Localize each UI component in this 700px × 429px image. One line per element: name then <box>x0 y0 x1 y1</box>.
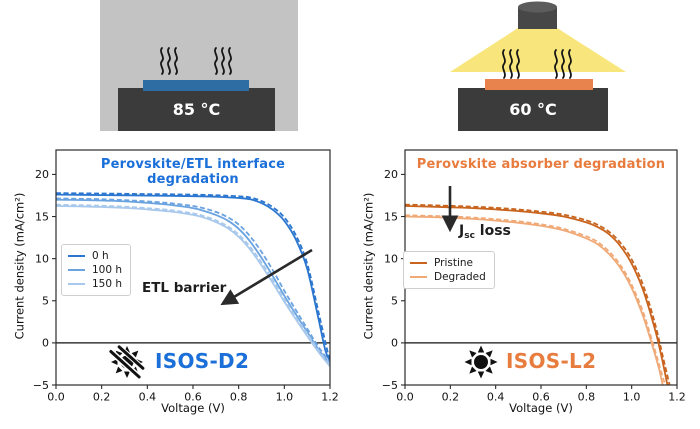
temperature-label-dark: 85 °C <box>172 100 221 119</box>
legend-line-swatch <box>410 262 427 264</box>
y-tick-label: 0 <box>42 337 49 350</box>
solar-cell-sample-orange <box>485 79 593 90</box>
jsc-symbol: J <box>459 223 465 239</box>
legend-item: 0 h <box>68 249 122 263</box>
legend-line-swatch <box>68 269 85 271</box>
legend-label: 100 h <box>92 264 123 276</box>
legend-label: 150 h <box>92 278 123 290</box>
heat-waves-icon <box>160 47 232 75</box>
isos-d2-badge: ISOS-D2 <box>155 349 250 373</box>
x-axis-label-right: Voltage (V) <box>509 401 573 415</box>
legend-item: Degraded <box>410 270 486 284</box>
crossed-sun-icon <box>108 344 146 380</box>
legend-label: 0 h <box>92 250 109 262</box>
y-tick-label: 20 <box>384 168 398 181</box>
y-tick-label: 10 <box>384 252 398 265</box>
y-axis-label-right: Current density (mA/cm²) <box>361 192 376 340</box>
legend-right: Pristine Degraded <box>403 251 495 289</box>
temperature-label-light: 60 °C <box>509 100 557 119</box>
solar-cell-sample-blue <box>143 80 249 91</box>
y-tick-label: −5 <box>382 379 398 392</box>
y-tick-label: 10 <box>35 252 49 265</box>
chart-title-left: Perovskite/ETL interface degradation <box>100 157 286 187</box>
legend-line-swatch <box>68 255 85 257</box>
y-tick-label: −5 <box>33 379 49 392</box>
y-tick-label: 15 <box>384 210 398 223</box>
y-tick-label: 15 <box>35 210 49 223</box>
legend-line-swatch <box>410 276 427 278</box>
y-tick-label: 5 <box>391 295 398 308</box>
etl-barrier-annotation: ETL barrier <box>142 280 227 296</box>
isos-l2-badge: ISOS-L2 <box>506 349 597 373</box>
y-axis-label-left: Current density (mA/cm²) <box>12 192 27 340</box>
legend-item: 100 h <box>68 263 122 277</box>
chart-title-right: Perovskite absorber degradation <box>416 157 666 172</box>
heat-waves-icon <box>502 49 572 79</box>
legend-label: Pristine <box>434 257 474 269</box>
x-axis-label-left: Voltage (V) <box>161 401 225 415</box>
light-cone <box>450 28 626 72</box>
y-tick-label: 20 <box>35 168 49 181</box>
jsc-rest: loss <box>474 223 511 239</box>
jsc-subscript: sc <box>464 231 475 241</box>
jsc-loss-annotation: Jsc loss <box>459 223 511 241</box>
y-tick-label: 5 <box>42 295 49 308</box>
legend-left: 0 h 100 h 150 h <box>61 244 132 296</box>
y-tick-label: 0 <box>391 337 398 350</box>
legend-item: 150 h <box>68 277 122 291</box>
legend-line-swatch <box>68 283 85 285</box>
legend-label: Degraded <box>434 271 486 283</box>
lamp-icon <box>518 1 557 29</box>
sun-icon <box>464 345 498 379</box>
legend-item: Pristine <box>410 256 486 270</box>
